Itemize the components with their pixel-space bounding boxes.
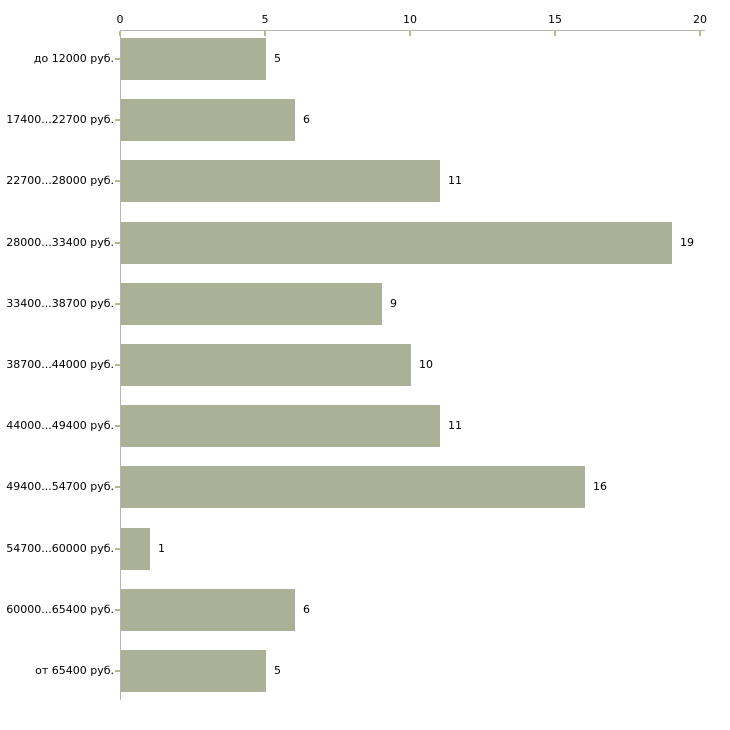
x-axis-tick-label: 0 xyxy=(116,13,124,26)
value-label: 6 xyxy=(303,113,310,126)
bar xyxy=(121,344,411,386)
category-label: 28000...33400 руб. xyxy=(6,236,114,249)
value-label: 10 xyxy=(419,358,433,371)
category-tick xyxy=(115,242,120,244)
value-label: 6 xyxy=(303,603,310,616)
category-label: 22700...28000 руб. xyxy=(6,174,114,187)
value-label: 1 xyxy=(158,542,165,555)
category-label: 49400...54700 руб. xyxy=(6,480,114,493)
category-label: 17400...22700 руб. xyxy=(6,113,114,126)
value-label: 9 xyxy=(390,297,397,310)
category-label: 44000...49400 руб. xyxy=(6,419,114,432)
x-axis-line xyxy=(120,30,705,31)
bar xyxy=(121,405,440,447)
x-axis-tick-mark xyxy=(264,31,266,36)
x-axis-tick-mark xyxy=(119,31,121,36)
value-label: 5 xyxy=(274,664,281,677)
category-tick xyxy=(115,180,120,182)
category-tick xyxy=(115,425,120,427)
category-label: 33400...38700 руб. xyxy=(6,297,114,310)
x-axis-tick-mark xyxy=(554,31,556,36)
category-label: от 65400 руб. xyxy=(35,664,114,677)
category-tick xyxy=(115,670,120,672)
bar xyxy=(121,589,295,631)
bar xyxy=(121,38,266,80)
category-tick xyxy=(115,609,120,611)
bar xyxy=(121,650,266,692)
y-axis-line xyxy=(120,30,121,700)
category-tick xyxy=(115,119,120,121)
bar xyxy=(121,528,150,570)
x-axis-tick-label: 10 xyxy=(403,13,417,26)
x-axis-tick-label: 20 xyxy=(693,13,707,26)
category-tick xyxy=(115,364,120,366)
bar xyxy=(121,283,382,325)
value-label: 11 xyxy=(448,174,462,187)
value-label: 11 xyxy=(448,419,462,432)
category-label: 38700...44000 руб. xyxy=(6,358,114,371)
category-label: 54700...60000 руб. xyxy=(6,542,114,555)
bar xyxy=(121,99,295,141)
bar xyxy=(121,222,672,264)
category-tick xyxy=(115,303,120,305)
category-tick xyxy=(115,486,120,488)
x-axis-tick-label: 15 xyxy=(548,13,562,26)
category-label: 60000...65400 руб. xyxy=(6,603,114,616)
value-label: 19 xyxy=(680,236,694,249)
category-label: до 12000 руб. xyxy=(33,52,114,65)
x-axis-tick-mark xyxy=(409,31,411,36)
bar xyxy=(121,466,585,508)
category-tick xyxy=(115,548,120,550)
x-axis-tick-label: 5 xyxy=(261,13,269,26)
bar xyxy=(121,160,440,202)
value-label: 16 xyxy=(593,480,607,493)
value-label: 5 xyxy=(274,52,281,65)
category-tick xyxy=(115,58,120,60)
x-axis-tick-mark xyxy=(699,31,701,36)
